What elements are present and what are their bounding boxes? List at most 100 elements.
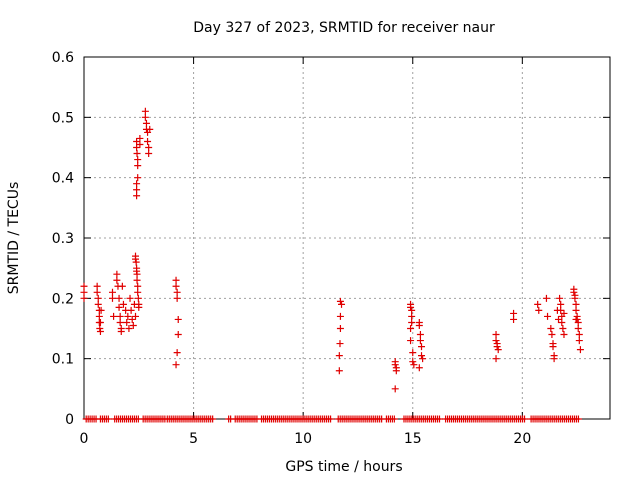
data-point [128, 315, 136, 323]
data-point [391, 385, 399, 393]
data-point [390, 415, 398, 423]
data-point [134, 174, 142, 182]
data-point [115, 294, 123, 302]
data-point [136, 140, 144, 148]
data-point [416, 331, 424, 339]
data-point [407, 325, 415, 332]
data-point [133, 137, 141, 145]
data-point [549, 343, 557, 351]
data-point [133, 150, 141, 158]
data-point [104, 415, 112, 423]
data-point [336, 297, 344, 305]
data-point [80, 294, 88, 302]
data-point [550, 355, 558, 363]
data-point [132, 258, 140, 266]
data-point [116, 318, 124, 326]
x-tick-label: 5 [189, 431, 198, 447]
data-point [547, 325, 555, 332]
data-point [574, 325, 582, 332]
data-point [117, 328, 125, 336]
data-point [110, 312, 118, 320]
data-point [145, 144, 153, 151]
data-point [335, 367, 343, 375]
y-axis-label: SRMTID / TECUs [6, 182, 22, 295]
data-point [560, 309, 568, 317]
data-point [336, 325, 344, 332]
data-point [335, 352, 343, 360]
data-point [113, 270, 121, 278]
data-point [571, 294, 579, 302]
data-point [418, 352, 426, 360]
data-point [391, 361, 399, 369]
data-point [570, 288, 578, 296]
data-point [133, 144, 141, 151]
y-tick-label: 0 [65, 412, 74, 428]
data-point [556, 294, 564, 302]
data-point [408, 306, 416, 314]
data-point [172, 361, 180, 369]
y-tick-label: 0.5 [52, 110, 74, 126]
data-point [136, 134, 144, 142]
data-point [127, 306, 135, 314]
data-point [174, 331, 182, 339]
data-point [560, 331, 568, 339]
data-point [80, 282, 88, 290]
x-tick-label: 20 [513, 431, 531, 447]
data-point [209, 415, 217, 423]
data-point [133, 276, 141, 284]
data-point [80, 288, 88, 296]
data-point [410, 361, 418, 369]
data-point [521, 415, 529, 423]
data-point [123, 318, 131, 326]
data-point [113, 276, 121, 284]
data-point [124, 312, 132, 320]
data-point [134, 282, 142, 290]
data-point [338, 300, 346, 308]
y-tick-label: 0.6 [52, 50, 74, 66]
data-point [173, 294, 181, 302]
data-point [336, 312, 344, 320]
x-axis-label: GPS time / hours [285, 459, 402, 475]
data-point [559, 325, 567, 332]
data-point [133, 270, 141, 278]
data-point [145, 150, 153, 158]
data-point [132, 312, 140, 320]
data-point [144, 137, 152, 145]
data-point [133, 180, 141, 188]
data-point [125, 325, 133, 332]
data-point [572, 315, 580, 323]
data-point [172, 282, 180, 290]
data-point [133, 186, 141, 194]
data-point [173, 349, 181, 357]
data-point [126, 294, 134, 302]
data-point [141, 113, 149, 121]
data-point [134, 294, 142, 302]
data-point [407, 337, 415, 345]
data-point [174, 315, 182, 323]
data-point [94, 300, 102, 308]
data-point [95, 312, 103, 320]
data-point [409, 358, 417, 366]
data-point [146, 125, 154, 133]
data-point [510, 309, 518, 317]
data-point [493, 343, 501, 351]
data-point [133, 192, 141, 200]
data-point [575, 337, 583, 345]
data-point [435, 415, 443, 423]
x-tick-label: 0 [80, 431, 89, 447]
data-point [392, 367, 400, 375]
data-point [141, 107, 149, 115]
data-point [558, 318, 566, 326]
data-point [492, 355, 500, 363]
data-point [415, 321, 423, 329]
x-tick-label: 15 [404, 431, 422, 447]
data-point [557, 306, 565, 314]
data-point [93, 288, 101, 296]
y-tick-label: 0.4 [52, 171, 74, 187]
axis-ticks [83, 56, 610, 420]
y-tick-label: 0.2 [52, 291, 74, 307]
data-point [419, 355, 427, 363]
data-point [173, 288, 181, 296]
data-point [327, 415, 335, 423]
